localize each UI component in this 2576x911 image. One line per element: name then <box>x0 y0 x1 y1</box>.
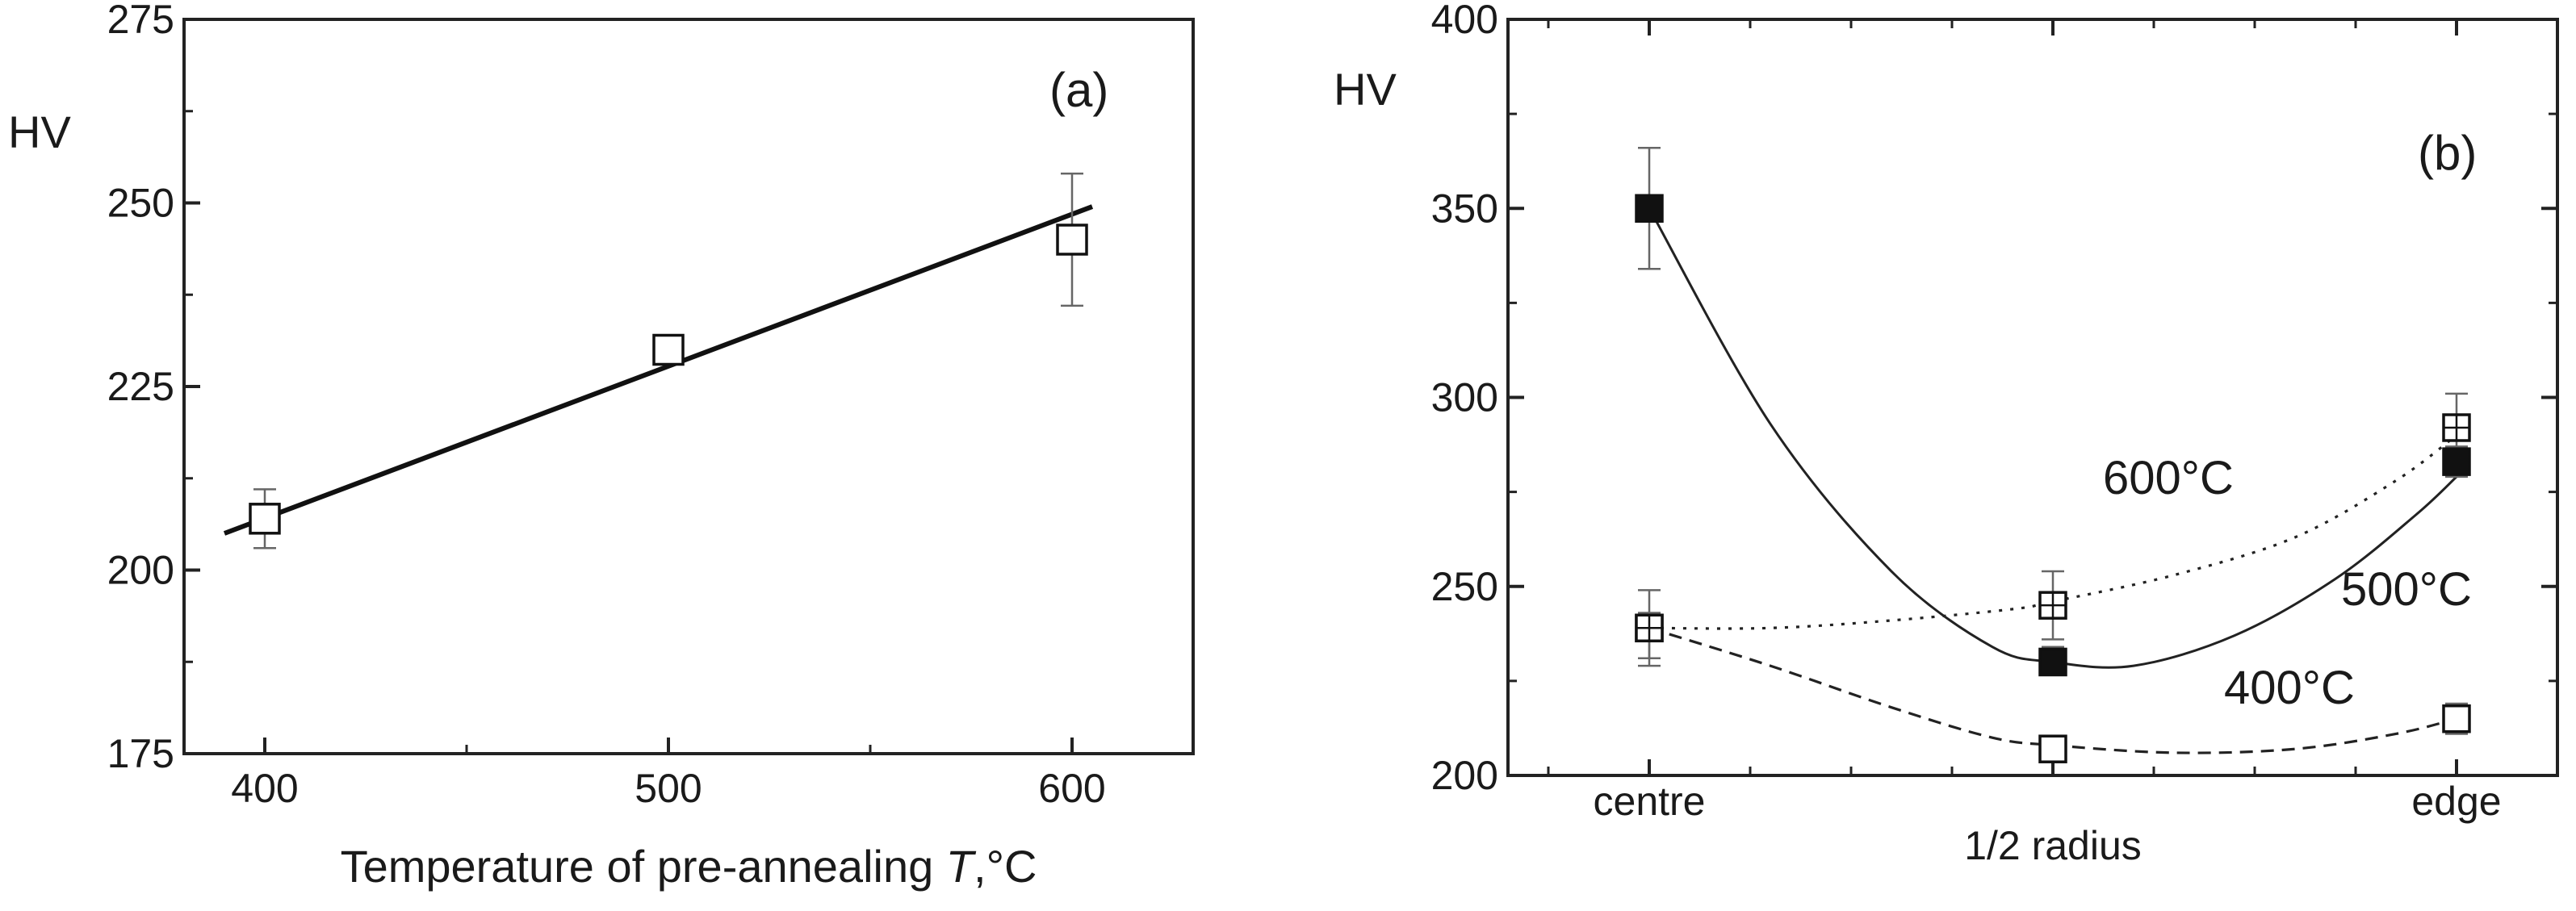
data-point-a-1-marker <box>652 333 685 366</box>
data-point-b-0-0 <box>1635 194 1664 223</box>
y-tick-label-a-4: 275 <box>107 0 174 42</box>
data-point-a-2 <box>1056 224 1088 256</box>
y-ticks-a: 175 200 225 250 275 <box>107 0 200 776</box>
data-point-a-0 <box>249 503 281 535</box>
y-tick-label-b-2: 300 <box>1431 375 1498 420</box>
data-point-b-0-0-marker <box>1635 194 1664 223</box>
data-point-b-1-0 <box>1635 613 1664 643</box>
y-ticks-b: 200 250 300 350 400 <box>1431 0 2557 798</box>
y-axis-title-b: HV <box>1334 64 1397 115</box>
data-point-b-0-2 <box>2442 447 2471 476</box>
series-label-500: 500°C <box>2341 563 2472 616</box>
data-point-b-1-1 <box>2038 591 2067 620</box>
data-point-b-2-2-marker <box>2442 704 2471 733</box>
panel-tag-b: (b) <box>2418 126 2477 180</box>
series-label-400: 400°C <box>2224 662 2355 714</box>
x-category-label-b-1: 1/2 radius <box>1964 823 2142 868</box>
panel-b: 200 250 300 350 400 centre 1/2 radius edge (b)… <box>1334 0 2559 868</box>
data-points-b <box>1635 147 2471 763</box>
x-tick-label-a-1: 500 <box>635 766 702 811</box>
x-tick-label-a-0: 400 <box>231 766 298 811</box>
x-category-label-b-2: edge <box>2411 779 2501 824</box>
panel-tag-a: (a) <box>1049 63 1108 117</box>
data-point-b-0-2-marker <box>2442 447 2471 476</box>
data-point-b-2-2 <box>2442 704 2471 733</box>
x-ticks-a: 400 500 600 <box>231 738 1106 811</box>
data-point-b-0-1-marker <box>2038 647 2067 677</box>
y-tick-label-a-3: 250 <box>107 181 174 226</box>
x-axis-title-a: Temperature of pre-annealing T,°C <box>341 841 1037 892</box>
data-point-a-0-marker <box>249 503 281 535</box>
x-axis-title-var-a: T <box>946 841 977 892</box>
y-tick-label-b-4: 400 <box>1431 0 1498 42</box>
plot-frame-a <box>182 18 1195 755</box>
y-tick-label-b-1: 250 <box>1431 564 1498 609</box>
data-point-b-2-1-marker <box>2038 734 2067 763</box>
x-axis-title-suffix-a: ,°C <box>974 841 1037 892</box>
plot-frame-b <box>1506 18 2559 777</box>
data-point-b-0-1 <box>2038 647 2067 677</box>
y-tick-label-b-0: 200 <box>1431 753 1498 798</box>
panel-a: 175 200 225 250 275 400 500 600 (a) HV Tempera… <box>8 0 1195 892</box>
x-axis-title-prefix-a: Temperature of pre-annealing <box>341 841 946 892</box>
y-tick-label-a-0: 175 <box>107 731 174 776</box>
data-points-a <box>249 172 1088 550</box>
series-label-600: 600°C <box>2103 452 2234 504</box>
y-axis-title-a: HV <box>8 107 71 157</box>
data-point-a-2-marker <box>1056 224 1088 256</box>
curve-b-1 <box>1648 434 2457 630</box>
y-tick-label-a-2: 225 <box>107 364 174 409</box>
data-point-b-1-2 <box>2442 413 2471 442</box>
fit-line-a-segment <box>223 204 1094 536</box>
data-point-b-2-1 <box>2038 734 2067 763</box>
y-tick-label-b-3: 350 <box>1431 186 1498 231</box>
fit-line-a <box>223 204 1094 536</box>
y-tick-label-a-1: 200 <box>107 548 174 593</box>
x-category-label-b-0: centre <box>1594 779 1706 824</box>
x-ticks-b: centre 1/2 radius edge <box>1547 19 2502 868</box>
data-point-a-1 <box>652 333 685 366</box>
x-tick-label-a-2: 600 <box>1038 766 1105 811</box>
